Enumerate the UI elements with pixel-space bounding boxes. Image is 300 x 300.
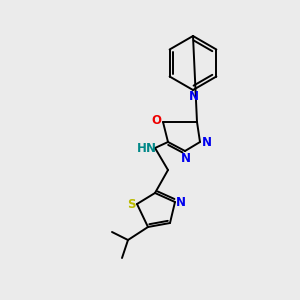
Text: S: S bbox=[127, 197, 135, 211]
Text: O: O bbox=[151, 115, 161, 128]
Text: N: N bbox=[189, 91, 199, 103]
Text: N: N bbox=[181, 152, 191, 164]
Text: N: N bbox=[202, 136, 212, 148]
Text: H: H bbox=[137, 142, 147, 154]
Text: N: N bbox=[146, 142, 156, 154]
Text: N: N bbox=[176, 196, 186, 208]
